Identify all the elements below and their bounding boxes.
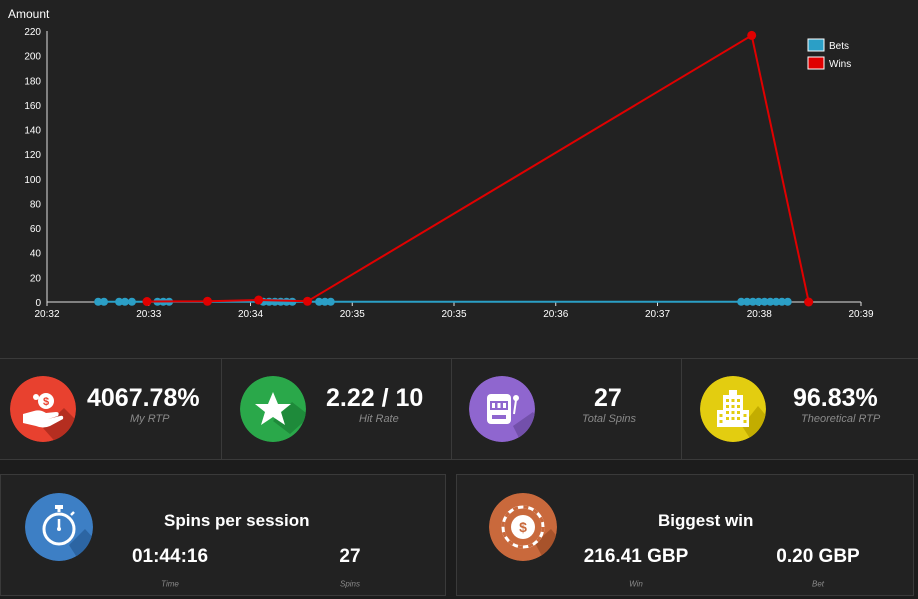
- legend-swatch-bets: [807, 38, 825, 52]
- hit-rate-value: 2.22 / 10: [326, 384, 424, 412]
- legend-label-wins: Wins: [829, 59, 851, 70]
- session-time-label: Time: [161, 579, 179, 589]
- y-tick-label: 40: [30, 249, 42, 260]
- y-ticks: 0 20 40 60 80 100 120 140 160 180 200 220: [24, 27, 41, 309]
- casino-chip-icon: $: [489, 493, 557, 561]
- bottom-row: Spins per session 01:44:16 Time 27 Spins…: [0, 460, 918, 599]
- bets-point: [743, 297, 752, 306]
- y-tick-label: 160: [24, 101, 41, 112]
- slot-machine-icon: [469, 376, 535, 442]
- bets-point: [748, 297, 757, 306]
- bets-point: [737, 297, 746, 306]
- wins-line: [146, 33, 810, 303]
- bets-point: [777, 297, 786, 306]
- x-tick-label: 20:35: [441, 309, 466, 320]
- y-tick-label: 0: [35, 298, 41, 309]
- bets-point: [115, 297, 124, 306]
- y-tick-label: 100: [24, 175, 41, 186]
- legend-label-bets: Bets: [829, 41, 849, 52]
- bets-point: [760, 297, 769, 306]
- star-icon: [240, 376, 306, 442]
- y-tick-label: 60: [30, 224, 42, 235]
- wins-point: [142, 297, 152, 307]
- money-hand-icon: $: [10, 376, 76, 442]
- bets-point: [783, 297, 792, 306]
- building-icon: [700, 376, 766, 442]
- x-tick-label: 20:33: [136, 309, 161, 320]
- wins-point: [202, 296, 212, 306]
- y-tick-label: 200: [24, 52, 41, 63]
- stat-theoretical-rtp: 96.83% Theoretical RTP: [682, 359, 918, 459]
- y-tick-label: 180: [24, 76, 41, 87]
- x-tick-label: 20:32: [34, 309, 59, 320]
- biggest-win-value: 216.41 GBP: [583, 546, 689, 567]
- svg-text:$: $: [519, 519, 527, 535]
- bets-point: [94, 297, 103, 306]
- wins-point: [254, 295, 264, 305]
- x-tick-label: 20:35: [340, 309, 365, 320]
- session-time-value: 01:44:16: [131, 546, 209, 567]
- stat-total-spins: 27 Total Spins: [452, 359, 682, 459]
- y-tick-label: 120: [24, 150, 41, 161]
- x-ticks: 20:32 20:33 20:34 20:35 20:35 20:36 20:37 20:38…: [34, 302, 874, 320]
- total-spins-label: Total Spins: [582, 413, 637, 425]
- bets-point: [120, 297, 129, 306]
- y-tick-label: 140: [24, 126, 41, 137]
- chart-legend: Bets Wins: [807, 38, 851, 70]
- my-rtp-value: 4067.78%: [87, 384, 200, 412]
- bets-point: [127, 297, 136, 306]
- bets-point: [772, 297, 781, 306]
- chart-svg: Amount 0 20 40 60 80 100 120 140 160 180 200 220 20…: [8, 7, 874, 320]
- theoretical-rtp-label: Theoretical RTP: [801, 413, 881, 425]
- stats-row: $ 4067.78% My RTP 2.22 / 10 Hit Rate: [0, 358, 918, 460]
- biggest-win-label: Win: [629, 579, 643, 589]
- biggest-win-bet-value: 0.20 GBP: [776, 546, 860, 567]
- session-spins-label: Spins: [339, 579, 361, 589]
- bets-point: [754, 297, 763, 306]
- spins-panel-title: Spins per session: [164, 511, 310, 530]
- x-tick-label: 20:34: [238, 309, 263, 320]
- theoretical-rtp-value: 96.83%: [793, 384, 878, 412]
- legend-swatch-wins: [807, 56, 825, 70]
- bets-point: [766, 297, 775, 306]
- my-rtp-label: My RTP: [130, 413, 170, 425]
- y-tick-label: 20: [30, 273, 42, 284]
- y-tick-label: 80: [30, 199, 42, 210]
- bets-point: [315, 297, 324, 306]
- bets-point: [320, 297, 329, 306]
- biggest-win-bet-label: Bet: [811, 579, 825, 589]
- x-tick-label: 20:38: [747, 309, 772, 320]
- x-tick-label: 20:36: [543, 309, 568, 320]
- series-wins: [142, 30, 814, 307]
- win-panel-title: Biggest win: [658, 511, 754, 530]
- x-tick-label: 20:37: [645, 309, 670, 320]
- session-spins-value: 27: [339, 546, 361, 567]
- svg-text:$: $: [43, 396, 49, 408]
- wins-point: [302, 296, 312, 306]
- chart-axes: [46, 31, 861, 303]
- total-spins-value: 27: [594, 384, 622, 412]
- hit-rate-label: Hit Rate: [359, 413, 399, 425]
- y-axis-label: Amount: [8, 7, 50, 21]
- wins-point: [747, 30, 757, 40]
- stat-hit-rate: 2.22 / 10 Hit Rate: [222, 359, 452, 459]
- stopwatch-icon: [25, 493, 93, 561]
- bets-point: [326, 297, 335, 306]
- x-tick-label: 20:39: [848, 309, 873, 320]
- stat-my-rtp: $ 4067.78% My RTP: [0, 359, 222, 459]
- biggest-win-panel: $ Biggest win 216.41 GBP Win 0.20 GBP Be…: [456, 474, 914, 596]
- wins-point: [804, 297, 814, 307]
- spins-per-session-panel: Spins per session 01:44:16 Time 27 Spins: [0, 474, 446, 596]
- bets-point: [99, 297, 108, 306]
- amount-chart: Amount 0 20 40 60 80 100 120 140 160 180 200 220 20…: [8, 7, 874, 320]
- y-tick-label: 220: [24, 27, 41, 38]
